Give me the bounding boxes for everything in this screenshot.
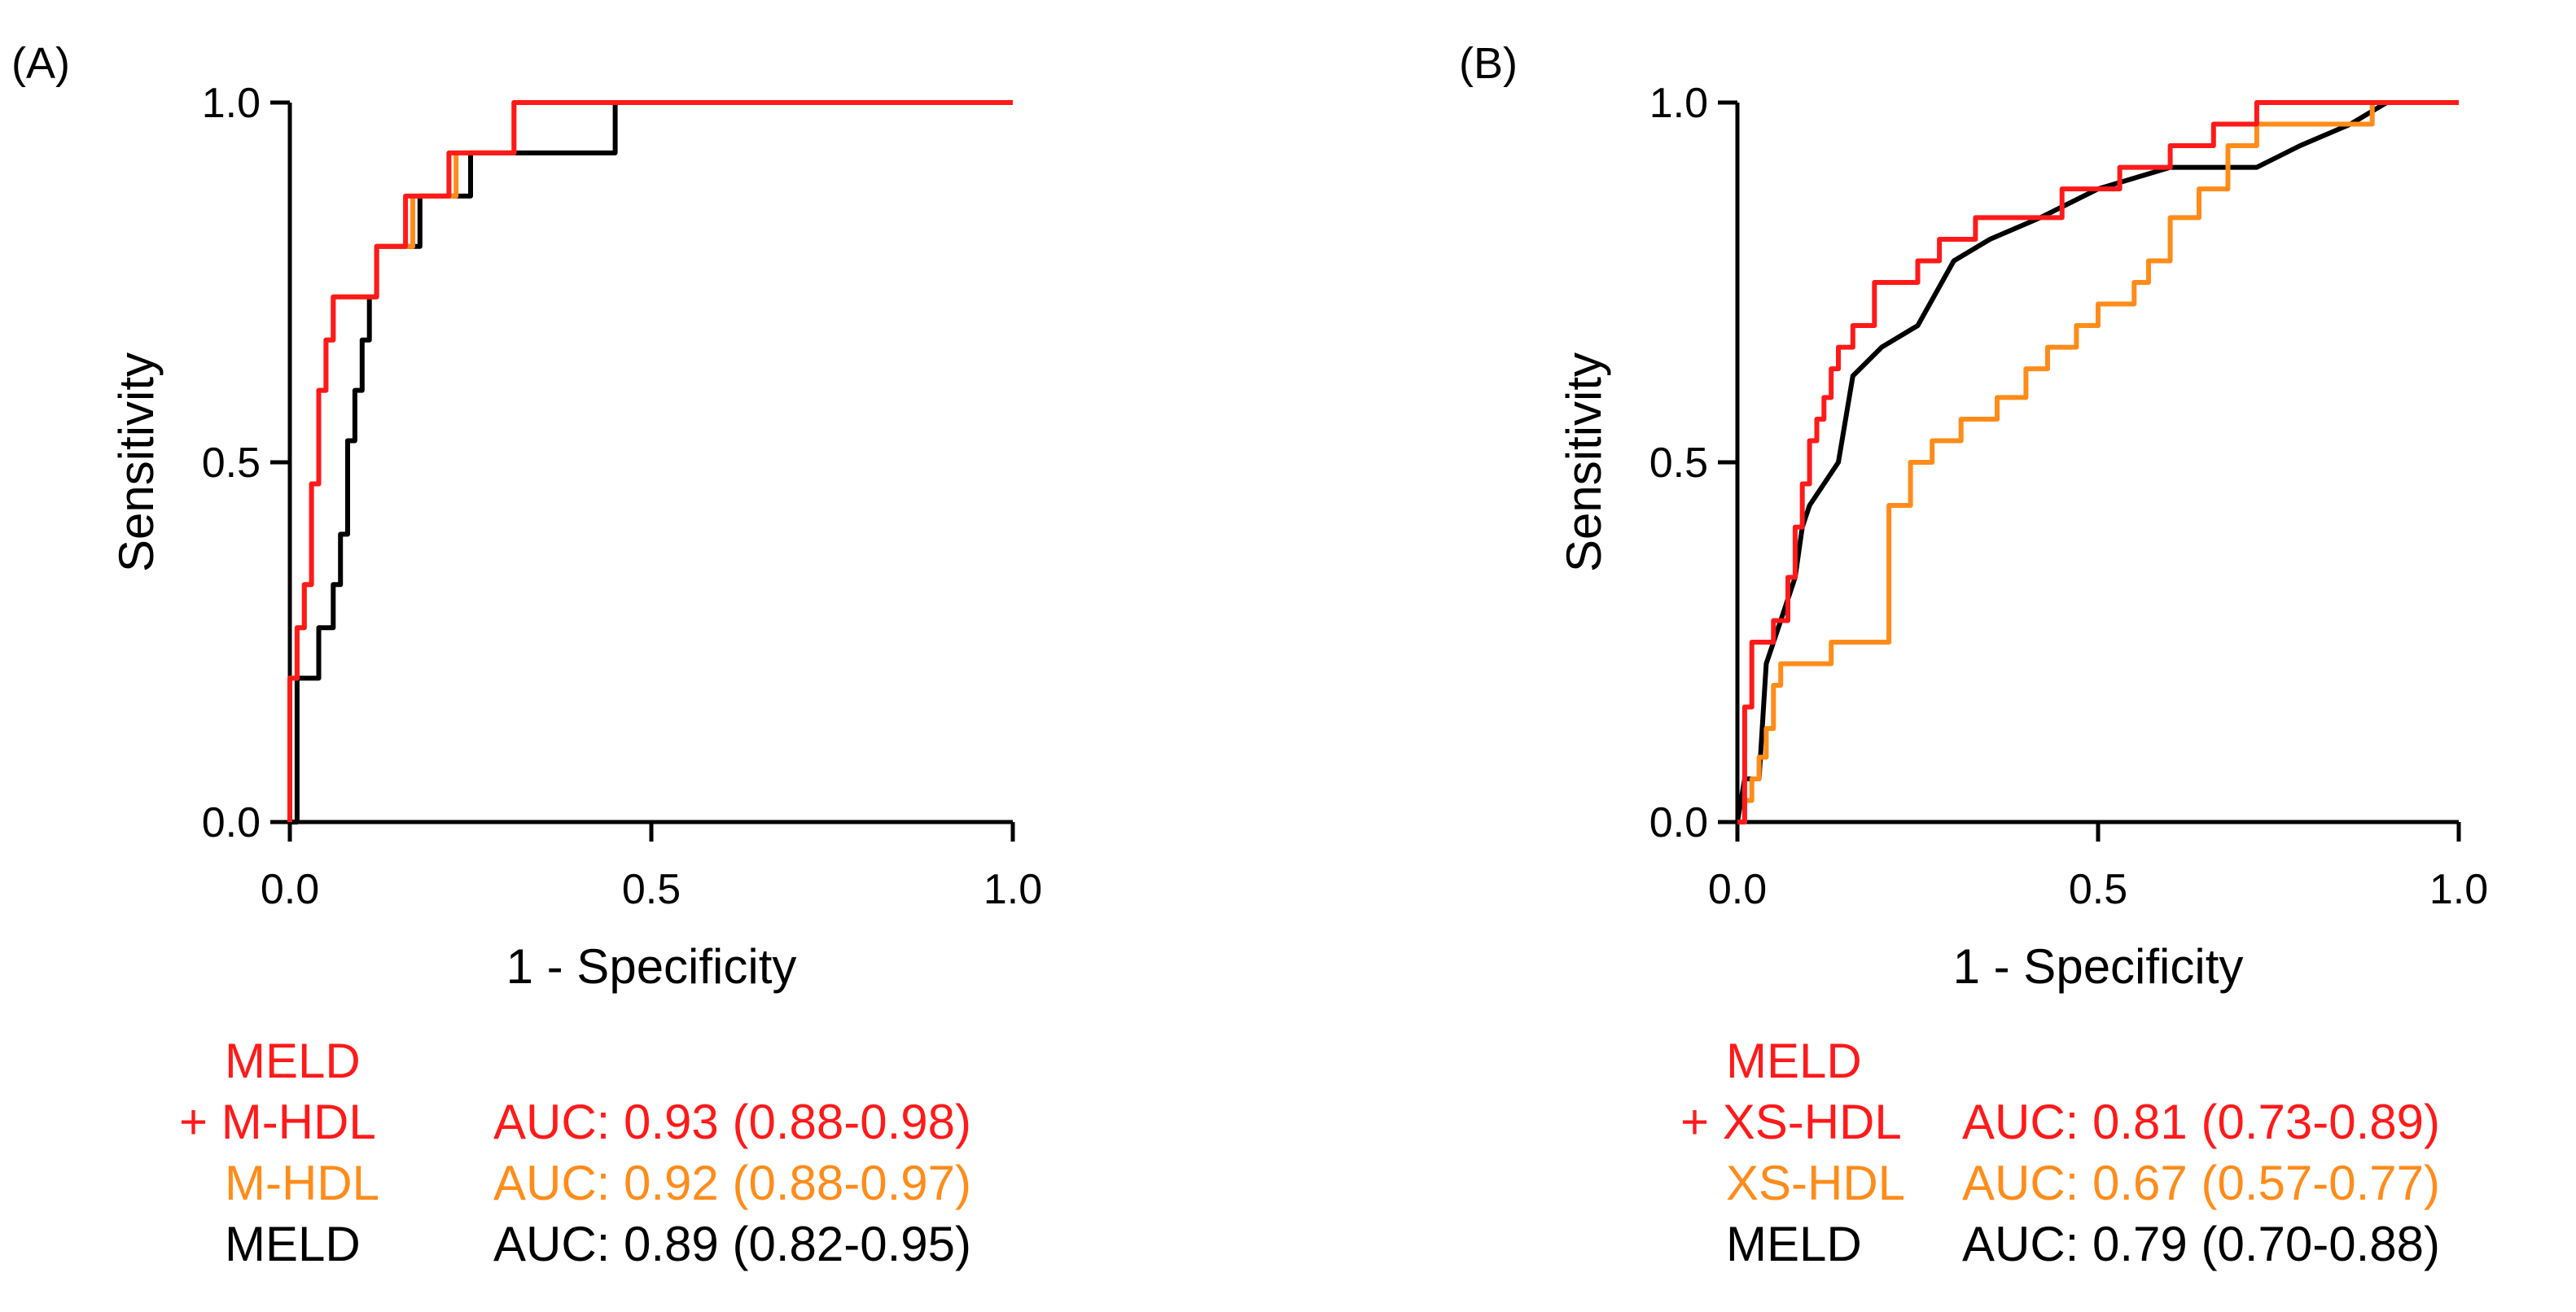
legend-auc-value: AUC: 0.81 (0.73-0.89) <box>1962 1095 2440 1149</box>
roc-line-m-hdl <box>287 100 1013 822</box>
x-tick-label: 0.5 <box>2069 866 2127 913</box>
roc-line-meld <box>1735 100 2459 823</box>
y-tick-label: 0.0 <box>202 799 261 846</box>
legend-series-name: + M-HDL <box>179 1095 376 1149</box>
roc-line-xs-hdl <box>1737 100 2459 824</box>
x-axis-title: 1 - Specificity <box>506 939 797 994</box>
panel-label: (A) <box>11 39 70 88</box>
legend-series-name: MELD <box>1726 1217 1862 1271</box>
roc-line-meld-m-hdl <box>287 100 1013 822</box>
legend-series-name: MELD <box>225 1217 361 1271</box>
y-tick-label: 1.0 <box>202 80 261 127</box>
x-tick-label: 0.0 <box>261 866 319 913</box>
legend-series-name: XS-HDL <box>1726 1156 1906 1210</box>
legend-series-name: M-HDL <box>225 1156 379 1210</box>
x-axis-title: 1 - Specificity <box>1953 939 2244 994</box>
legend-series-name: MELD <box>1726 1034 1862 1088</box>
roc-line-meld <box>290 100 1013 824</box>
legend-auc-value: AUC: 0.79 (0.70-0.88) <box>1962 1217 2440 1271</box>
legend-auc-value: AUC: 0.89 (0.82-0.95) <box>493 1217 971 1271</box>
chart-panel-a: (A) 0.0 0.5 1.0 0.0 0.5 1.0 1 - Specificity Sens… <box>11 39 1042 994</box>
x-tick-label: 0.0 <box>1708 866 1767 913</box>
roc-line-meld-xs-hdl <box>1737 100 2459 824</box>
y-axis-title: Sensitivity <box>109 352 164 572</box>
panel-label: (B) <box>1459 39 1518 88</box>
y-tick-label: 0.5 <box>202 440 261 487</box>
x-tick-label: 1.0 <box>984 866 1042 913</box>
x-tick-label: 1.0 <box>2429 866 2488 913</box>
legend-auc-value: AUC: 0.67 (0.57-0.77) <box>1962 1156 2440 1210</box>
legend-series-name: + XS-HDL <box>1680 1095 1902 1149</box>
y-tick-label: 0.5 <box>1649 440 1708 487</box>
legend-auc-value: AUC: 0.92 (0.88-0.97) <box>493 1156 971 1210</box>
chart-panel-b: (B) 0.0 0.5 1.0 0.0 0.5 1.0 1 - Specificity Sens… <box>1459 39 2488 994</box>
y-tick-label: 0.0 <box>1649 799 1708 846</box>
x-tick-label: 0.5 <box>622 866 681 913</box>
y-axis-title: Sensitivity <box>1557 352 1611 572</box>
legend-auc-value: AUC: 0.93 (0.88-0.98) <box>493 1095 971 1149</box>
y-tick-label: 1.0 <box>1649 80 1708 127</box>
legend-series-name: MELD <box>225 1034 361 1088</box>
